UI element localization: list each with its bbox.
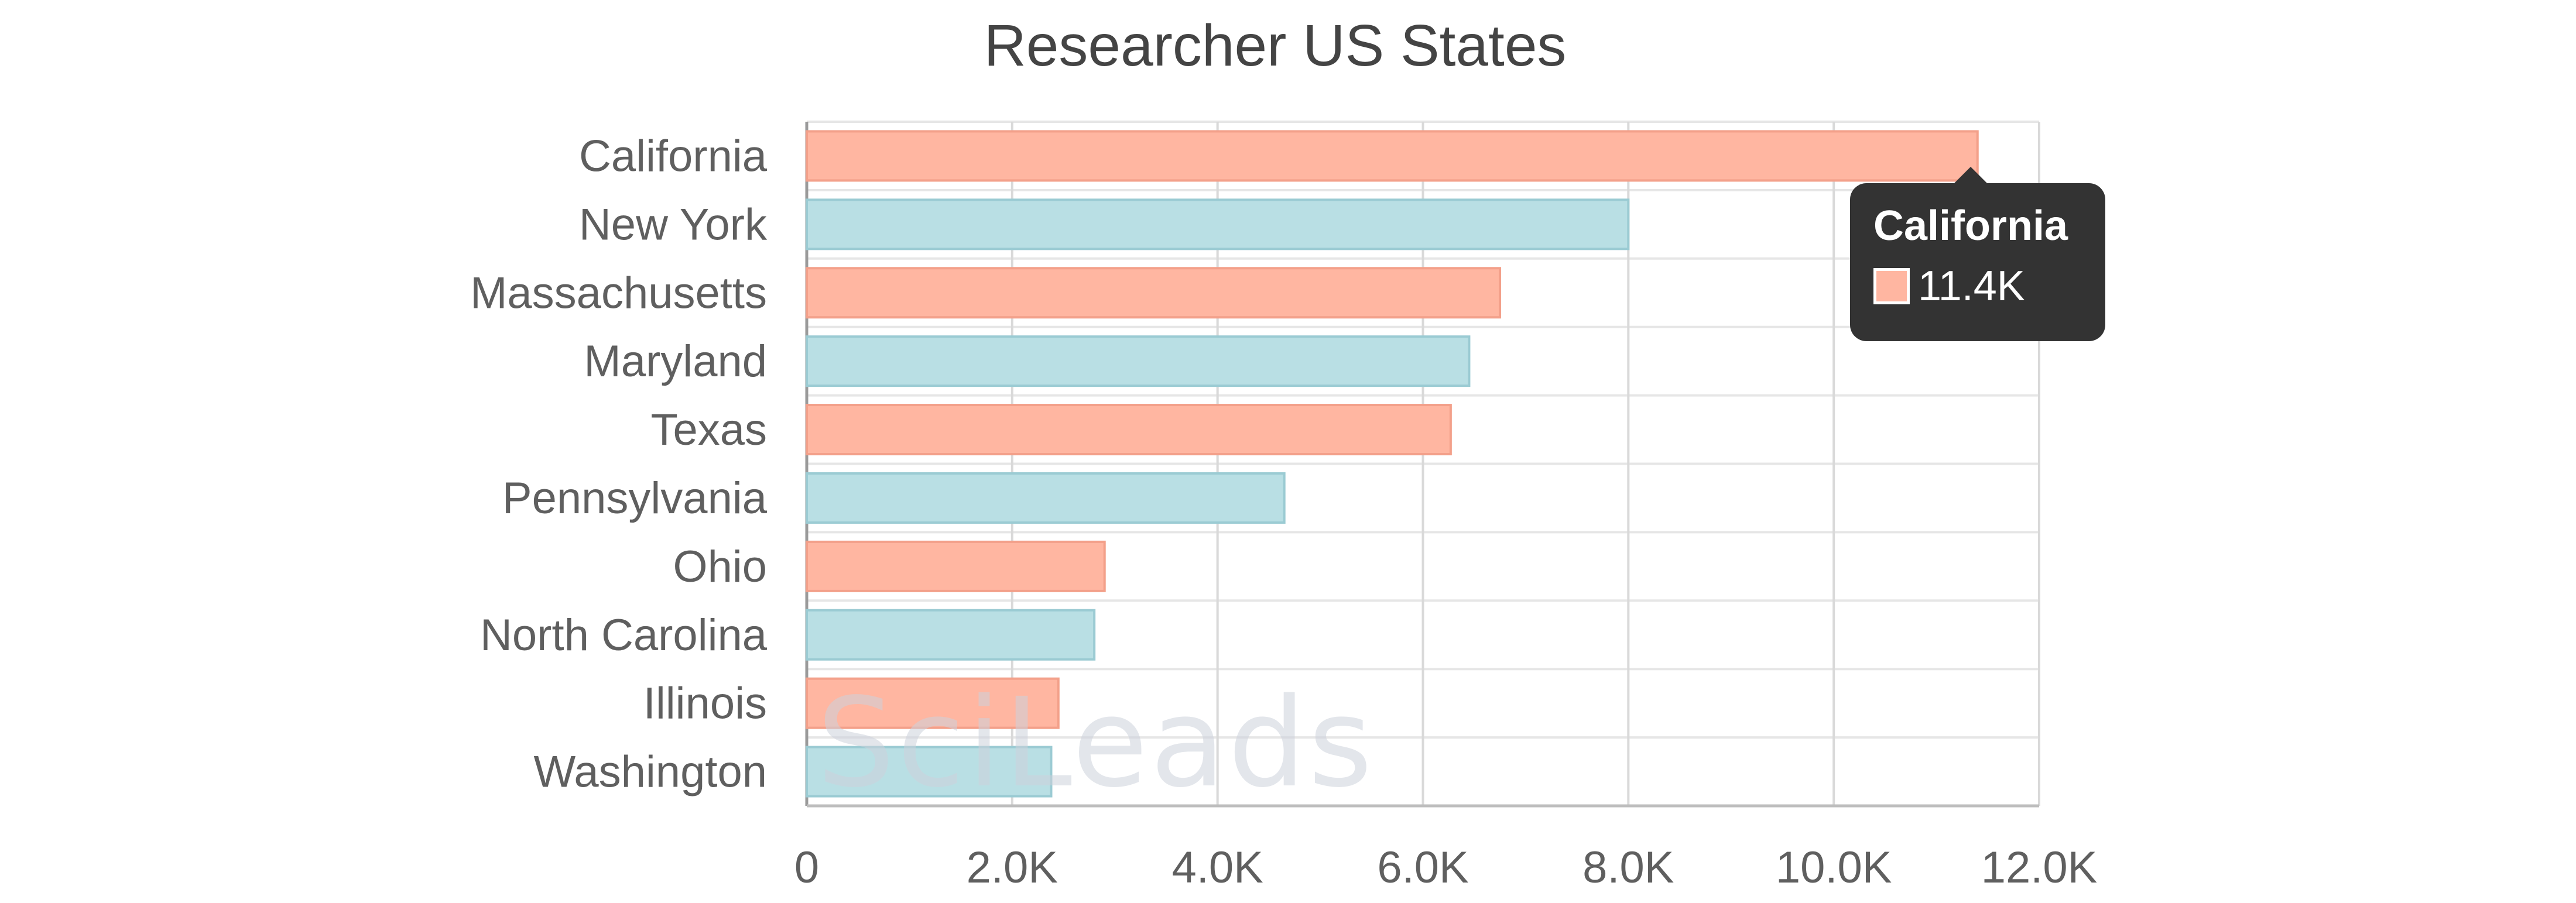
x-tick-label: 8.0K: [1582, 843, 1674, 892]
bar-pennsylvania[interactable]: [806, 472, 1286, 524]
x-tick-label: 4.0K: [1171, 843, 1263, 892]
bar-north-carolina[interactable]: [806, 609, 1096, 661]
x-axis-tick-layer: 0 2.0K 4.0K 6.0K 8.0K 10.0K 12.0K: [794, 843, 2097, 892]
category-label: North Carolina: [480, 610, 768, 660]
category-label: Maryland: [584, 337, 767, 386]
watermark-layer: SciLeads: [817, 671, 1375, 815]
x-tick-label: 6.0K: [1377, 843, 1468, 892]
chart-title: Researcher US States: [984, 13, 1567, 78]
bar-texas[interactable]: [806, 404, 1452, 456]
tooltip-row: 11.4K: [1873, 263, 2105, 310]
bar-illinois[interactable]: [806, 677, 1060, 729]
category-label: Massachusetts: [470, 268, 767, 318]
category-label: Pennsylvania: [502, 473, 768, 523]
category-label: California: [579, 131, 768, 181]
tooltip-value: 11.4K: [1918, 263, 2025, 310]
bar-ohio[interactable]: [806, 540, 1106, 592]
bar-layer[interactable]: [806, 130, 1979, 798]
category-label: Illinois: [643, 679, 767, 729]
bar-maryland[interactable]: [806, 335, 1471, 387]
x-tick-label: 2.0K: [967, 843, 1058, 892]
tooltip-color-swatch: [1873, 268, 1910, 304]
bar-massachusetts[interactable]: [806, 267, 1502, 319]
category-label-layer: California New York Massachusetts Maryland T…: [470, 131, 768, 796]
scileads-watermark: SciLeads: [817, 671, 1375, 815]
bar-tooltip: California 11.4K: [1850, 167, 2105, 341]
x-tick-label: 10.0K: [1776, 843, 1892, 892]
category-label: New York: [579, 200, 768, 249]
tooltip-title: California: [1873, 202, 2068, 249]
category-label: Texas: [650, 405, 767, 455]
category-label: Ohio: [673, 542, 767, 592]
x-tick-label: 12.0K: [1981, 843, 2098, 892]
x-tick-label: 0: [794, 843, 819, 892]
bar-washington[interactable]: [806, 746, 1053, 798]
bar-california[interactable]: [806, 130, 1979, 182]
category-label: Washington: [533, 747, 767, 797]
bar-new-york[interactable]: [806, 198, 1630, 250]
